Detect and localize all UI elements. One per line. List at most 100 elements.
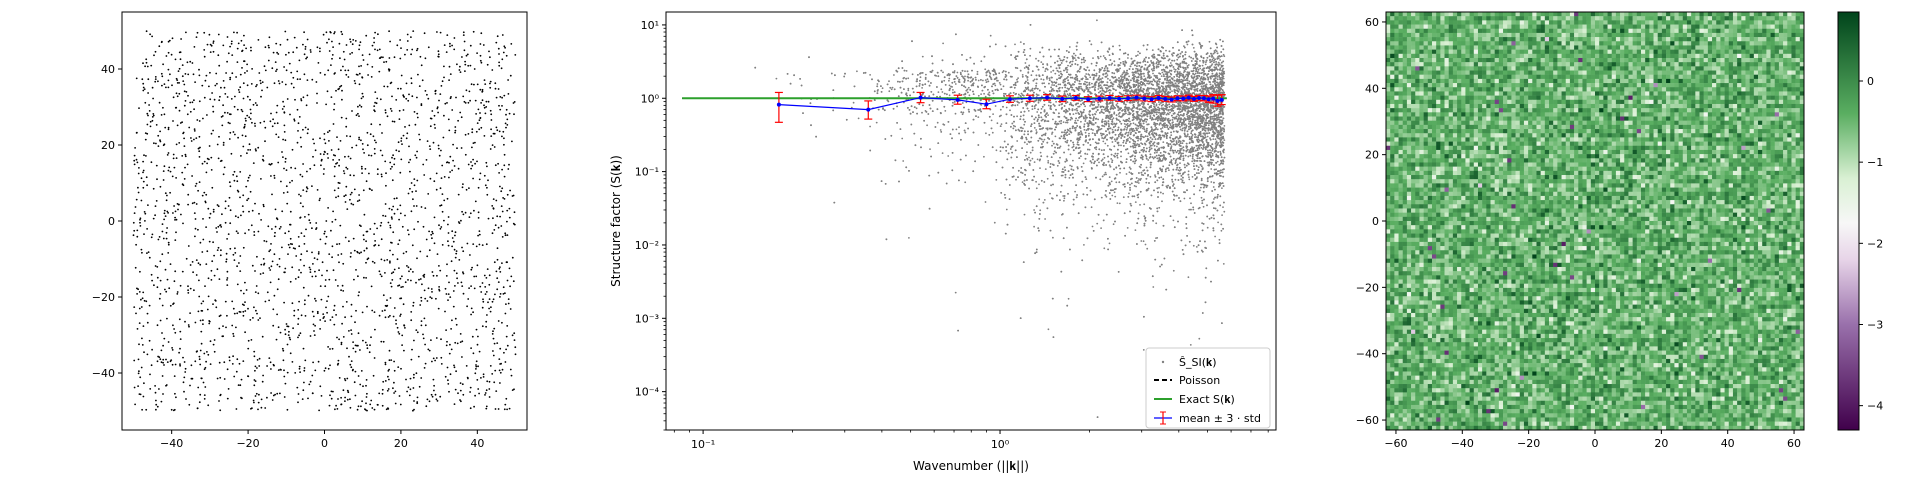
point-marker: [268, 36, 271, 39]
point-marker: [476, 52, 478, 54]
point-marker: [439, 93, 442, 95]
point-marker: [502, 197, 504, 199]
point-marker: [156, 266, 159, 268]
point-marker: [480, 61, 483, 64]
estimator-point: [1059, 70, 1062, 73]
point-marker: [410, 82, 413, 85]
x-tick-label: 20: [394, 437, 408, 450]
estimator-point: [1214, 235, 1216, 238]
point-marker: [433, 123, 436, 126]
point-marker: [272, 308, 275, 311]
point-marker: [193, 138, 195, 141]
estimator-point: [1083, 128, 1086, 131]
point-marker: [304, 45, 307, 48]
point-marker: [226, 60, 229, 63]
point-marker: [458, 259, 461, 261]
point-marker: [229, 45, 232, 48]
estimator-point: [1068, 103, 1071, 106]
point-marker: [239, 171, 242, 173]
point-marker: [280, 180, 282, 183]
point-marker: [393, 307, 396, 309]
point-marker: [253, 234, 256, 237]
point-marker: [240, 289, 242, 292]
point-marker: [466, 53, 469, 56]
point-marker: [222, 44, 225, 47]
point-marker: [410, 53, 412, 56]
point-marker: [447, 232, 450, 234]
point-marker: [312, 263, 314, 265]
point-marker: [187, 203, 190, 206]
point-marker: [368, 53, 371, 56]
point-marker: [184, 155, 187, 158]
point-marker: [278, 258, 281, 260]
point-marker: [399, 315, 401, 317]
point-marker: [155, 142, 157, 145]
point-marker: [249, 98, 251, 101]
point-marker: [165, 384, 168, 386]
estimator-point: [1068, 177, 1071, 179]
point-marker: [195, 350, 198, 353]
point-marker: [388, 57, 391, 59]
point-marker: [393, 360, 395, 363]
point-marker: [179, 330, 182, 333]
point-marker: [346, 168, 349, 170]
point-marker: [244, 301, 246, 303]
estimator-point: [1102, 140, 1105, 143]
point-marker: [345, 44, 348, 46]
point-marker: [291, 148, 294, 151]
point-marker: [184, 153, 187, 156]
point-marker: [485, 243, 488, 246]
point-marker: [251, 264, 254, 267]
estimator-point: [1046, 68, 1049, 71]
point-marker: [135, 198, 138, 201]
point-marker: [213, 350, 216, 353]
point-marker: [143, 88, 146, 90]
point-marker: [376, 173, 379, 176]
point-marker: [422, 333, 424, 336]
point-marker: [366, 347, 369, 350]
point-marker: [234, 133, 236, 136]
point-marker: [294, 247, 296, 250]
point-marker: [175, 231, 177, 234]
point-marker: [249, 108, 252, 111]
point-marker: [499, 266, 501, 268]
point-marker: [474, 200, 477, 203]
point-marker: [312, 138, 314, 141]
estimator-point: [902, 160, 905, 162]
point-marker: [274, 225, 277, 228]
point-marker: [146, 312, 149, 315]
point-marker: [328, 253, 331, 256]
point-marker: [297, 236, 300, 238]
point-marker: [424, 324, 427, 327]
point-marker: [483, 274, 486, 277]
point-marker: [290, 82, 293, 85]
point-marker: [338, 164, 340, 167]
point-marker: [190, 137, 192, 139]
point-marker: [330, 64, 332, 66]
point-marker: [306, 38, 309, 41]
point-marker: [164, 215, 167, 218]
point-marker: [330, 96, 333, 98]
point-marker: [298, 193, 300, 196]
point-marker: [260, 178, 262, 180]
point-marker: [259, 121, 262, 124]
point-marker: [413, 228, 416, 231]
point-marker: [488, 388, 491, 390]
point-marker: [228, 138, 231, 140]
point-marker: [337, 195, 340, 198]
point-marker: [413, 339, 415, 342]
point-marker: [155, 200, 158, 202]
point-marker: [449, 45, 451, 48]
point-marker: [303, 367, 306, 369]
point-marker: [413, 373, 415, 376]
point-marker: [176, 203, 179, 205]
estimator-point: [999, 83, 1002, 86]
point-marker: [174, 331, 177, 334]
point-marker: [386, 304, 389, 307]
point-marker: [194, 360, 197, 363]
point-marker: [328, 278, 331, 281]
point-marker: [354, 321, 356, 324]
point-marker: [358, 252, 361, 255]
point-marker: [154, 78, 157, 80]
point-marker: [350, 252, 352, 254]
